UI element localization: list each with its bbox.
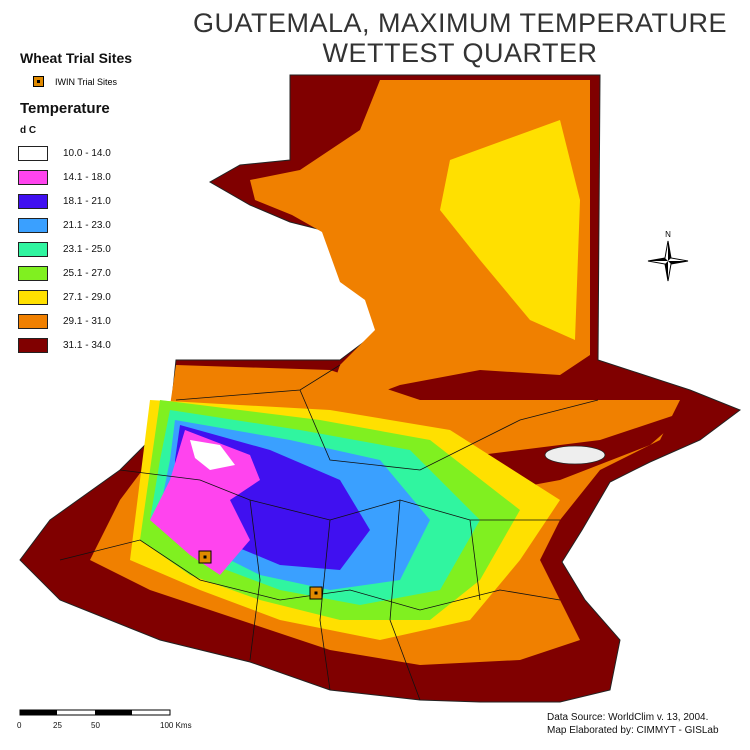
scale-label: 100 Kms (160, 721, 192, 730)
legend-class: 25.1 - 27.0 (18, 266, 228, 284)
legend-class: 23.1 - 25.0 (18, 242, 228, 260)
legend-site-label: IWIN Trial Sites (55, 77, 118, 87)
coldest-zone (190, 440, 235, 470)
legend-unit: d C (20, 125, 37, 136)
legend-class: 10.0 - 14.0 (18, 146, 228, 164)
legend-label: 21.1 - 23.0 (63, 220, 111, 231)
trial-site-dot (203, 555, 207, 559)
legend-swatch (18, 266, 48, 281)
source-line: Data Source: WorldClim v. 13, 2004. (547, 712, 709, 723)
scale-label: 0 (17, 721, 22, 730)
legend-swatch (18, 242, 48, 257)
cold-zone (150, 430, 260, 575)
trial-site-dot (314, 591, 318, 595)
legend-class: 18.1 - 21.0 (18, 194, 228, 212)
legend-label: 18.1 - 21.0 (63, 196, 111, 207)
legend-temp-title: Temperature (20, 100, 110, 117)
legend-label: 10.0 - 14.0 (63, 148, 111, 159)
legend-swatch (18, 290, 48, 305)
scale-label: 50 (91, 721, 100, 730)
site-symbol (33, 76, 44, 87)
title-line: GUATEMALA, MAXIMUM TEMPERATURE (192, 8, 728, 38)
legend-sites-title: Wheat Trial Sites (20, 50, 133, 66)
legend-class: 14.1 - 18.0 (18, 170, 228, 188)
legend-label: 25.1 - 27.0 (63, 268, 111, 279)
legend-swatch (18, 146, 48, 161)
compass: N (647, 230, 689, 282)
title-line: WETTEST QUARTER (322, 38, 598, 68)
compass-label: N (665, 230, 671, 239)
legend-label: 27.1 - 29.0 (63, 292, 111, 303)
legend-class: 27.1 - 29.0 (18, 290, 228, 308)
legend-label: 29.1 - 31.0 (63, 316, 111, 327)
legend-swatch (18, 338, 48, 353)
mild-zone (440, 120, 580, 340)
trial-sites (198, 550, 323, 600)
legend-swatch (18, 170, 48, 185)
legend-label: 23.1 - 25.0 (63, 244, 111, 255)
legend-swatch (18, 194, 48, 209)
legend-swatch (18, 218, 48, 233)
source-line: Map Elaborated by: CIMMYT - GISLab (547, 725, 719, 736)
legend-class: 21.1 - 23.0 (18, 218, 228, 236)
legend-class: 31.1 - 34.0 (18, 338, 228, 356)
scale-bar (19, 709, 171, 716)
legend-label: 31.1 - 34.0 (63, 340, 111, 351)
legend-swatch (18, 314, 48, 329)
scale-label: 25 (53, 721, 62, 730)
legend-class: 29.1 - 31.0 (18, 314, 228, 332)
legend-label: 14.1 - 18.0 (63, 172, 111, 183)
temperature-map (19, 74, 742, 703)
lake-izabal (544, 445, 606, 465)
